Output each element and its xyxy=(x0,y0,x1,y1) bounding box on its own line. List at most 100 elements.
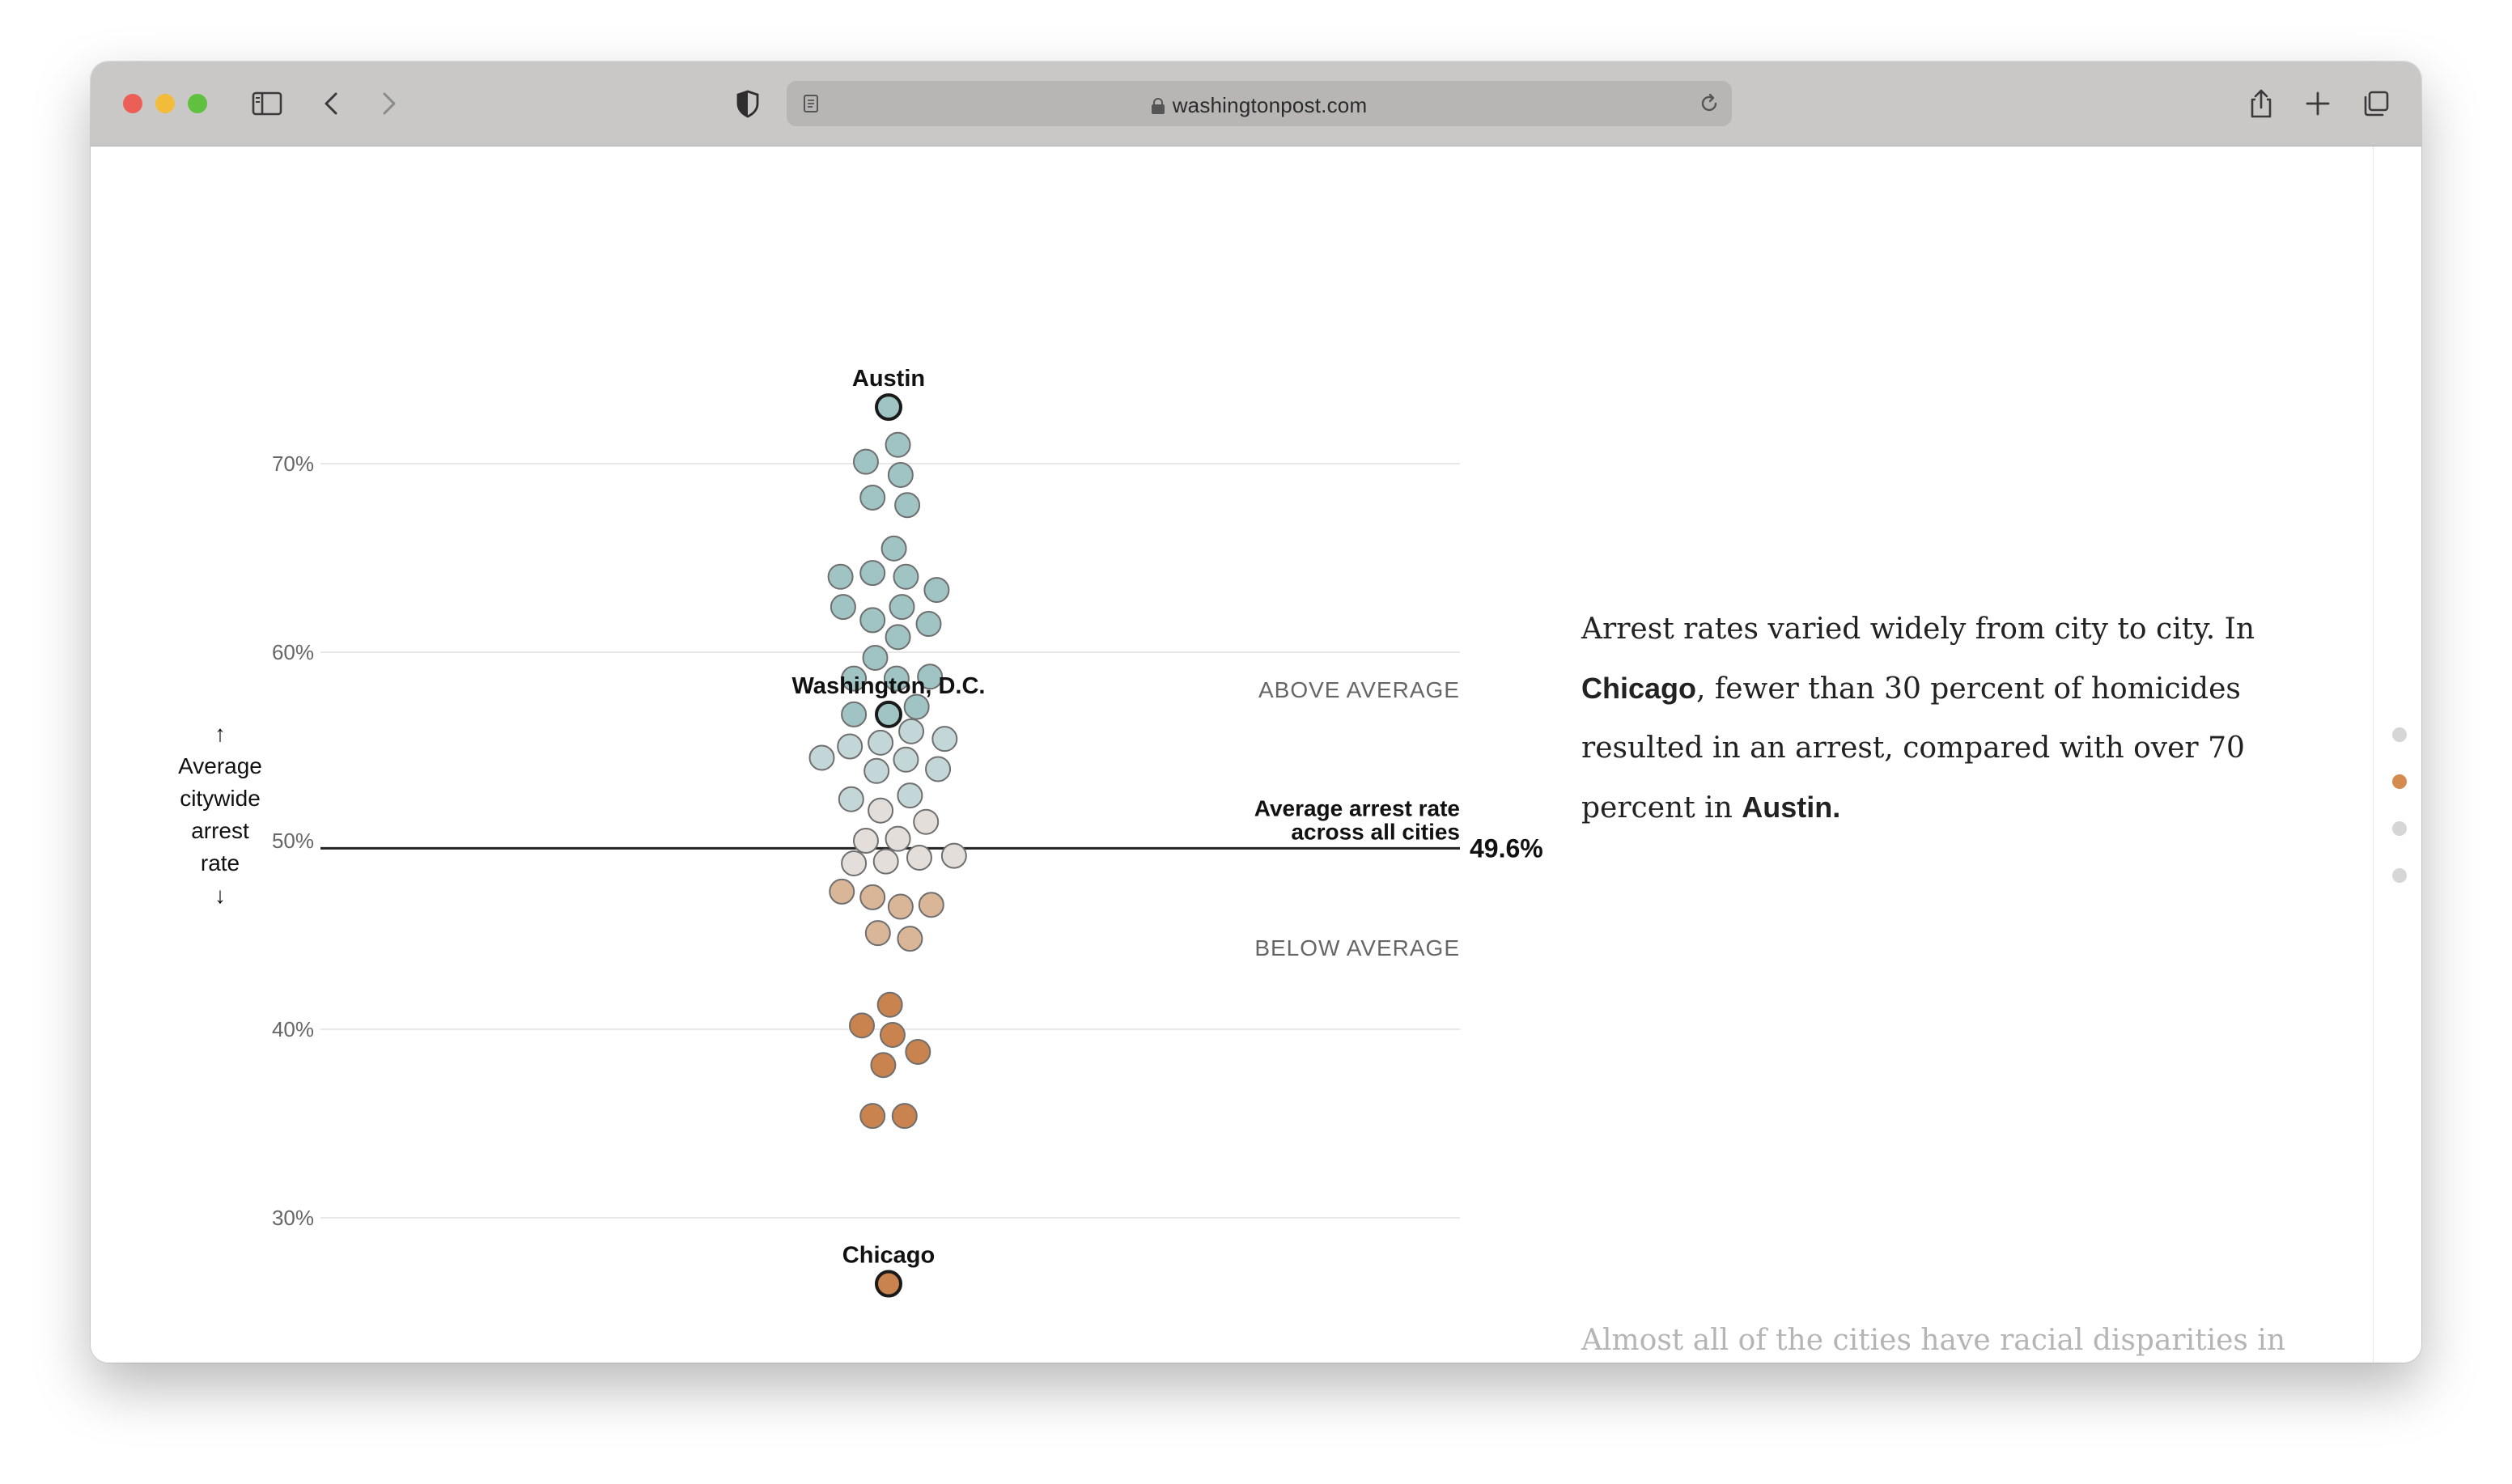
above-average-annotation: ABOVE AVERAGE xyxy=(1258,677,1460,702)
city-dot xyxy=(876,991,903,1018)
section-dot-1[interactable] xyxy=(2392,727,2407,742)
y-tick-label: 70% xyxy=(272,452,314,476)
city-dot xyxy=(885,431,911,458)
average-label-line2: across all cities xyxy=(1291,819,1460,844)
city-dot xyxy=(898,718,925,744)
city-dot xyxy=(859,484,886,511)
section-dot-3[interactable] xyxy=(2392,821,2407,836)
arrest-rate-beeswarm-chart: 30% 40% 50% 60% 70% Average arrest rateacross… xyxy=(272,366,1543,1298)
city-dot xyxy=(887,461,914,488)
city-dot xyxy=(859,1103,886,1130)
city-dot xyxy=(872,848,899,875)
privacy-shield-icon[interactable] xyxy=(730,86,766,121)
lock-icon xyxy=(1151,98,1165,114)
paragraph-city-chicago: Chicago xyxy=(1581,672,1697,705)
city-dot xyxy=(852,828,879,854)
city-dot xyxy=(885,624,911,651)
city-dot xyxy=(891,1103,918,1130)
y-tick-label: 40% xyxy=(272,1017,314,1041)
next-paragraph-preview: Almost all of the cities have racial dis… xyxy=(1581,1324,2286,1357)
city-dot xyxy=(808,744,835,771)
y-axis-label-line: ↓ xyxy=(214,883,226,908)
city-dot xyxy=(852,448,879,475)
y-tick-label: 50% xyxy=(272,829,314,853)
city-dot xyxy=(864,920,891,947)
highlighted-city-dot xyxy=(875,700,902,728)
city-dot xyxy=(868,729,894,756)
url-display: washingtonpost.com xyxy=(787,93,1732,118)
city-dot xyxy=(862,644,889,671)
city-dot xyxy=(913,808,940,835)
city-dot xyxy=(923,577,950,604)
city-dot xyxy=(894,492,921,519)
forward-arrow-icon[interactable] xyxy=(371,86,406,121)
y-tick-label: 30% xyxy=(272,1206,314,1230)
city-dot xyxy=(864,757,890,784)
highlighted-city-dot xyxy=(875,393,902,422)
city-dot xyxy=(841,850,868,876)
sidebar-toggle-icon[interactable] xyxy=(249,86,285,121)
browser-toolbar: washingtonpost.com xyxy=(91,61,2421,146)
close-window-button[interactable] xyxy=(123,94,142,113)
city-dot xyxy=(893,746,919,773)
y-axis-label-line: rate xyxy=(200,850,240,876)
city-dot xyxy=(903,693,930,720)
reload-icon[interactable] xyxy=(1696,91,1722,117)
city-dot xyxy=(838,786,864,812)
city-dot xyxy=(918,892,944,918)
city-dot xyxy=(859,560,886,587)
city-dot xyxy=(830,594,856,621)
back-arrow-icon[interactable] xyxy=(314,86,350,121)
page-content: 30% 40% 50% 60% 70% Average arrest rate across… xyxy=(91,146,2421,1363)
highlighted-city-dot xyxy=(875,1270,902,1298)
city-dot xyxy=(897,926,923,952)
city-dot xyxy=(925,756,952,782)
y-axis-label: ↑ Average citywide arrest rate ↓ xyxy=(126,718,314,912)
city-dot xyxy=(880,535,907,562)
section-dot-4[interactable] xyxy=(2392,868,2407,883)
section-dot-2-active[interactable] xyxy=(2392,774,2407,789)
average-value-label: 49.6% xyxy=(1470,833,1543,863)
browser-window: washingtonpost.com 30% 40% 50% 60% 70% Averag… xyxy=(91,61,2421,1363)
city-dot xyxy=(883,665,910,692)
city-dot xyxy=(841,701,868,727)
city-dot xyxy=(905,1038,931,1065)
city-dot xyxy=(885,825,911,852)
city-dot xyxy=(859,884,886,910)
city-dot xyxy=(931,726,958,753)
city-dot xyxy=(868,797,894,824)
average-label-line1: Average arrest rate xyxy=(1254,795,1460,820)
y-axis-label-line: arrest xyxy=(191,818,249,843)
tab-overview-icon[interactable] xyxy=(2358,86,2394,121)
new-tab-plus-icon[interactable] xyxy=(2300,86,2336,121)
city-dot xyxy=(879,1021,906,1048)
city-dot xyxy=(887,893,914,920)
highlighted-city-label: Austin xyxy=(852,366,925,392)
y-axis-label-line: Average xyxy=(178,753,262,778)
reader-mode-icon[interactable] xyxy=(798,91,824,117)
city-dot xyxy=(841,665,868,692)
paragraph-text: , fewer than 30 percent of homicides res… xyxy=(1581,672,2245,825)
city-dot xyxy=(915,611,942,638)
address-bar[interactable]: washingtonpost.com xyxy=(787,81,1732,126)
city-dot xyxy=(940,842,967,869)
highlighted-city-label: Washington, D.C. xyxy=(792,673,986,699)
city-dot xyxy=(889,594,915,621)
city-dot xyxy=(870,1052,897,1079)
city-dot xyxy=(829,878,855,905)
city-dot xyxy=(917,664,944,690)
city-dot xyxy=(893,563,919,590)
scroll-rail xyxy=(2373,146,2374,1363)
y-axis-label-line: ↑ xyxy=(214,721,226,746)
city-dot xyxy=(827,563,854,590)
city-dot xyxy=(837,733,864,760)
url-text: washingtonpost.com xyxy=(1172,93,1368,117)
city-dot xyxy=(897,782,923,809)
minimize-window-button[interactable] xyxy=(155,94,175,113)
city-dot xyxy=(849,1012,875,1039)
article-paragraph: Arrest rates varied widely from city to … xyxy=(1581,600,2277,837)
paragraph-text: Arrest rates varied widely from city to … xyxy=(1581,613,2255,646)
y-axis-label-line: citywide xyxy=(180,786,261,811)
share-icon[interactable] xyxy=(2243,86,2279,121)
maximize-window-button[interactable] xyxy=(188,94,207,113)
